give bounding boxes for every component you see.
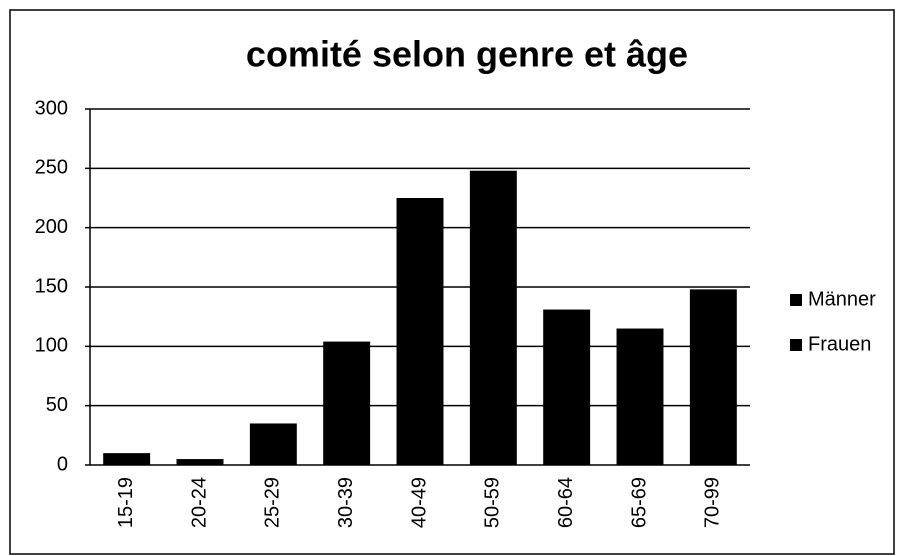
chart-title: comité selon genre et âge xyxy=(246,34,688,75)
y-tick-label: 200 xyxy=(35,216,68,238)
x-tick-label: 40-49 xyxy=(408,477,430,528)
bar xyxy=(176,459,224,465)
legend-swatch xyxy=(790,339,802,351)
bar xyxy=(103,453,151,465)
y-tick-label: 0 xyxy=(57,453,68,475)
bar xyxy=(249,423,297,465)
legend-label: Männer xyxy=(808,288,876,310)
x-tick-label: 25-29 xyxy=(262,477,284,528)
x-tick-label: 65-69 xyxy=(628,477,650,528)
y-tick-label: 300 xyxy=(35,97,68,119)
y-tick-label: 250 xyxy=(35,157,68,179)
chart-frame xyxy=(9,9,895,555)
x-tick-label: 50-59 xyxy=(482,477,504,528)
x-tick-label: 20-24 xyxy=(188,477,210,528)
y-tick-label: 50 xyxy=(46,394,68,416)
bar xyxy=(323,341,371,465)
x-tick-label: 70-99 xyxy=(702,477,724,528)
bar xyxy=(396,198,444,465)
legend-label: Frauen xyxy=(808,333,871,355)
x-tick-label: 30-39 xyxy=(335,477,357,528)
bar xyxy=(543,309,591,465)
y-tick-label: 150 xyxy=(35,275,68,297)
legend-swatch xyxy=(790,294,802,306)
x-tick-label: 15-19 xyxy=(115,477,137,528)
bar xyxy=(689,289,737,465)
bar xyxy=(469,170,517,465)
x-tick-label: 60-64 xyxy=(555,477,577,528)
bar xyxy=(616,328,664,465)
y-tick-label: 100 xyxy=(35,335,68,357)
